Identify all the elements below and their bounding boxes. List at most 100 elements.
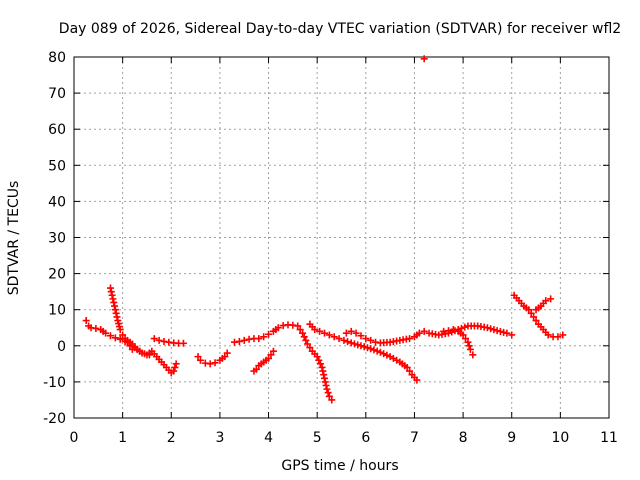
x-tick-label: 8 [459, 430, 468, 446]
series-arc8 [306, 320, 421, 384]
data-point-marker [303, 340, 311, 348]
data-point-marker [82, 317, 90, 325]
x-tick-label: 9 [507, 430, 516, 446]
data-point-marker [274, 324, 282, 332]
data-point-marker [302, 336, 310, 344]
data-point-marker [344, 338, 352, 346]
data-point-marker [500, 328, 508, 336]
data-point-marker [315, 356, 323, 364]
data-point-marker [155, 336, 163, 344]
data-point-marker [300, 333, 308, 341]
data-point-marker [325, 392, 333, 400]
data-point-marker [525, 306, 533, 314]
series-arc10 [376, 322, 516, 347]
data-point-marker [107, 288, 115, 296]
data-point-marker [321, 378, 329, 386]
y-tick-label: 70 [48, 86, 66, 102]
data-point-marker [108, 291, 116, 299]
data-point-marker [532, 317, 540, 325]
data-point-marker [363, 344, 371, 352]
data-point-marker [171, 363, 179, 371]
data-point-marker [490, 326, 498, 334]
data-point-marker [352, 329, 360, 337]
data-point-marker [335, 335, 343, 343]
data-point-marker [106, 284, 114, 292]
data-point-marker [383, 351, 391, 359]
data-point-marker [508, 331, 516, 339]
data-point-marker [367, 336, 375, 344]
data-point-marker [325, 331, 333, 339]
x-tick-label: 4 [264, 430, 273, 446]
data-point-marker [347, 339, 355, 347]
data-point-marker [445, 327, 452, 335]
series-arc7 [250, 347, 277, 375]
data-point-marker [376, 348, 384, 356]
data-point-marker [367, 345, 375, 353]
data-point-marker [265, 354, 273, 362]
data-point-marker [111, 306, 119, 314]
y-tick-label: -20 [43, 411, 66, 427]
data-point-marker [413, 376, 421, 384]
data-point-marker [92, 324, 100, 332]
y-tick-label: 60 [48, 122, 66, 138]
data-point-marker [318, 363, 326, 371]
data-point-marker [350, 340, 358, 348]
data-point-marker [311, 326, 319, 334]
data-point-marker [102, 329, 110, 337]
data-point-marker [559, 331, 567, 339]
data-point-marker [320, 374, 328, 382]
y-tick-label: 20 [48, 267, 66, 283]
data-point-marker [240, 336, 248, 344]
data-point-marker [267, 351, 275, 359]
data-point-marker [119, 335, 127, 343]
series-arc3 [119, 335, 180, 377]
data-point-marker [211, 359, 219, 367]
y-tick-label: 10 [48, 303, 66, 319]
data-point-marker [420, 327, 428, 335]
series-arc4 [150, 335, 187, 347]
data-point-marker [116, 326, 124, 334]
y-tick-label: 50 [48, 158, 66, 174]
data-point-marker [320, 371, 328, 379]
data-point-marker [316, 360, 324, 368]
data-point-marker [380, 350, 388, 358]
grid-lines [74, 57, 609, 418]
data-point-marker [106, 332, 114, 340]
data-point-marker [462, 335, 470, 343]
data-point-marker [179, 339, 187, 347]
data-point-marker [342, 329, 350, 337]
data-point-marker [330, 333, 338, 341]
axis-ticks [73, 56, 610, 419]
chart-title: Day 089 of 2026, Sidereal Day-to-day VTE… [59, 21, 621, 37]
data-point-marker [323, 385, 331, 393]
data-point-marker [554, 333, 562, 341]
data-point-marker [415, 329, 423, 337]
data-point-marker [527, 309, 535, 317]
data-point-marker [316, 327, 324, 335]
data-point-marker [113, 313, 121, 321]
data-point-marker [172, 360, 180, 368]
y-tick-label: 80 [48, 50, 66, 66]
y-tick-labels: -20 -10 0 10 20 30 40 50 60 70 80 [43, 50, 66, 427]
data-point-marker [459, 331, 467, 339]
data-point-marker [420, 55, 428, 63]
x-tick-label: 11 [600, 430, 618, 446]
data-point-marker [547, 295, 555, 303]
data-point-marker [406, 367, 414, 375]
x-tick-label: 10 [551, 430, 569, 446]
x-tick-label: 2 [167, 430, 176, 446]
data-point-marker [112, 309, 120, 317]
data-point-marker [196, 356, 204, 364]
x-tick-labels: 0 1 2 3 4 5 6 7 8 9 10 11 [70, 430, 618, 446]
data-point-marker [469, 351, 477, 359]
data-point-marker [354, 341, 362, 349]
data-point-marker [138, 349, 146, 357]
data-point-marker [357, 332, 365, 340]
data-point-marker [294, 322, 302, 330]
data-point-marker [320, 329, 328, 337]
data-point-marker [328, 396, 336, 404]
data-point-marker [265, 330, 273, 338]
data-point-marker [255, 335, 263, 343]
data-point-marker [406, 335, 414, 343]
data-point-marker [235, 337, 243, 345]
